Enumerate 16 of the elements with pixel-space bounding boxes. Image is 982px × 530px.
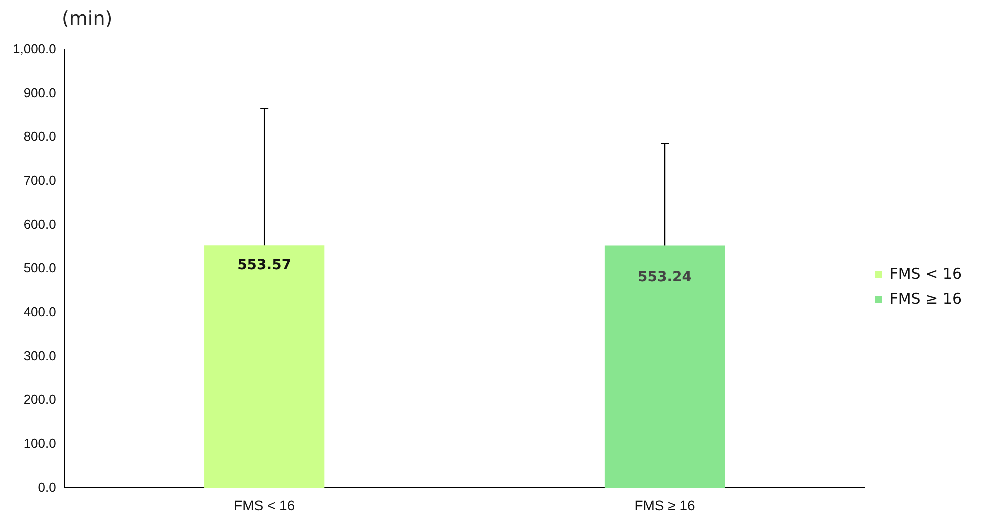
data-label: 553.57 [238, 257, 292, 274]
y-tick-label: 1,000.0 [13, 42, 56, 57]
legend-label: FMS < 16 [890, 264, 962, 283]
y-tick-label: 300.0 [24, 348, 56, 364]
legend-label: FMS ≥ 16 [890, 290, 962, 308]
data-label: 553.24 [638, 269, 692, 286]
y-tick-label: 200.0 [24, 392, 56, 408]
y-axis-title: (min) [62, 8, 113, 30]
y-tick-label: 800.0 [24, 129, 56, 144]
y-tick-label: 500.0 [24, 260, 56, 276]
y-tick-label: 700.0 [24, 173, 56, 188]
y-tick-label: 600.0 [24, 216, 56, 232]
y-tick-label: 900.0 [24, 85, 56, 100]
y-tick-label: 0.0 [38, 480, 56, 495]
y-tick-label: 400.0 [24, 304, 56, 320]
y-tick-label: 100.0 [24, 436, 56, 451]
